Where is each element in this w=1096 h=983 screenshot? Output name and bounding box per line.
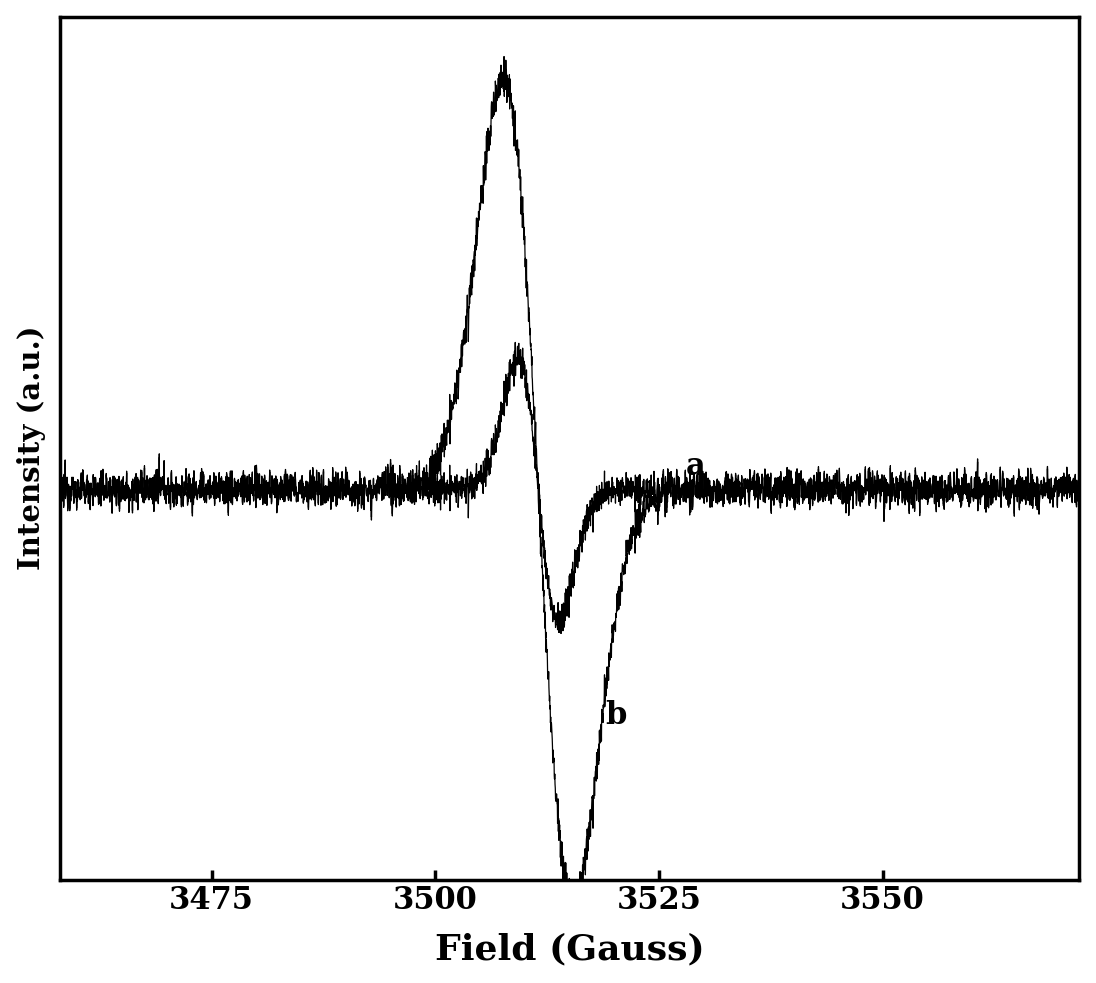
- Text: b: b: [605, 700, 627, 731]
- Y-axis label: Intensity (a.u.): Intensity (a.u.): [16, 326, 46, 570]
- X-axis label: Field (Gauss): Field (Gauss): [435, 932, 705, 966]
- Text: a: a: [686, 451, 706, 483]
